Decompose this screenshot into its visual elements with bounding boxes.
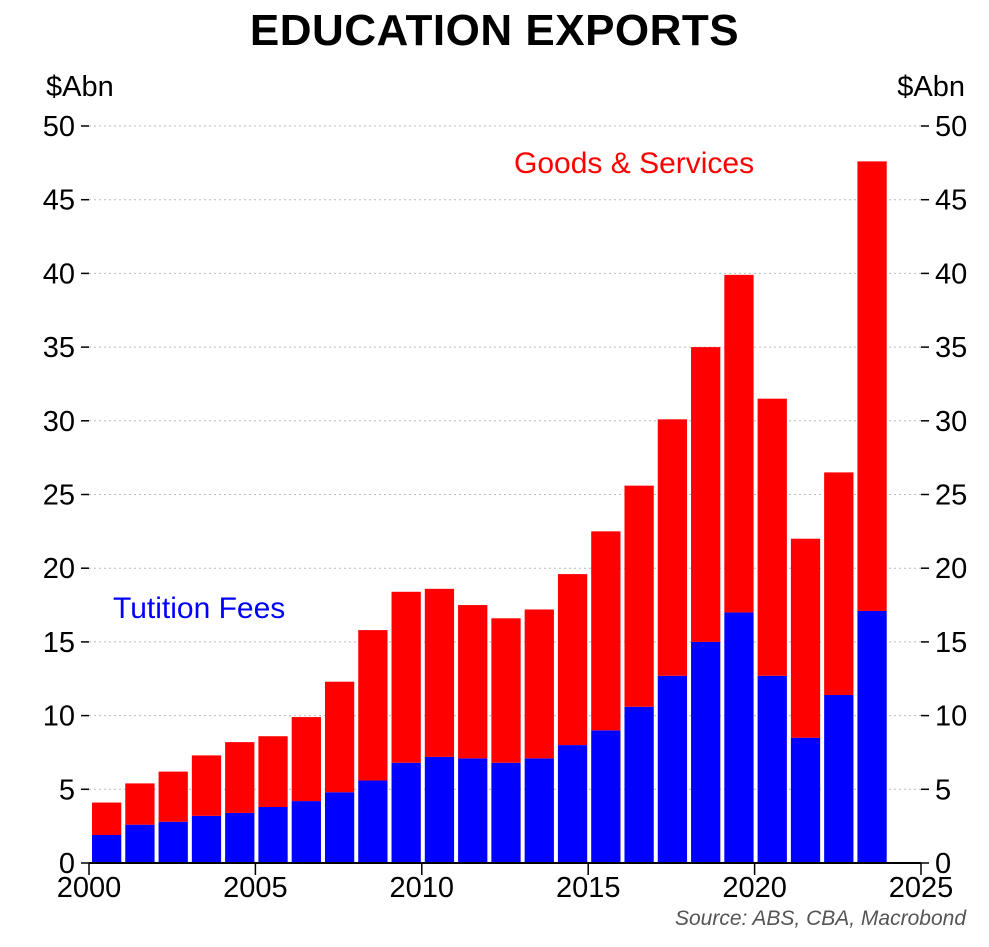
chart-title: EDUCATION EXPORTS bbox=[249, 6, 740, 55]
bar-goods-services bbox=[324, 681, 355, 793]
bar-tuition-fees bbox=[857, 610, 887, 863]
y-axis-unit-right: $Abn bbox=[897, 71, 965, 103]
y-tick-label-right: 10 bbox=[935, 701, 967, 733]
bar-goods-services bbox=[291, 717, 321, 802]
bar-goods-services bbox=[191, 755, 222, 816]
y-tick-label-left: 30 bbox=[43, 406, 75, 438]
y-tick-label-left: 20 bbox=[43, 553, 75, 585]
bar-tuition-fees bbox=[291, 801, 321, 863]
bar-goods-services bbox=[225, 742, 255, 813]
series-label-goods-services: Goods & Services bbox=[514, 147, 754, 180]
bar-tuition-fees bbox=[191, 815, 222, 863]
x-tick-label: 2005 bbox=[223, 872, 288, 904]
series-label-tuition-fees: Tutition Fees bbox=[113, 592, 285, 625]
y-tick-label-right: 35 bbox=[935, 332, 967, 364]
bar-tuition-fees bbox=[125, 824, 155, 863]
bar-tuition-fees bbox=[92, 834, 122, 863]
x-tick-label: 2010 bbox=[390, 872, 455, 904]
bar-goods-services bbox=[790, 538, 821, 738]
bar-tuition-fees bbox=[424, 756, 455, 863]
bar-goods-services bbox=[92, 802, 122, 835]
bar-goods-services bbox=[724, 274, 754, 613]
bar-goods-services bbox=[158, 771, 188, 822]
y-tick-label-left: 10 bbox=[43, 701, 75, 733]
bar-tuition-fees bbox=[657, 675, 688, 863]
y-tick-label-left: 15 bbox=[43, 627, 75, 659]
bar-goods-services bbox=[424, 588, 455, 757]
bar-tuition-fees bbox=[524, 758, 554, 863]
y-tick-label-right: 0 bbox=[935, 848, 951, 880]
bar-goods-services bbox=[591, 531, 621, 731]
bar-tuition-fees bbox=[158, 821, 188, 863]
bar-goods-services bbox=[491, 618, 521, 763]
y-tick-label-right: 50 bbox=[935, 111, 967, 143]
y-tick-label-right: 5 bbox=[935, 774, 951, 806]
bar-goods-services bbox=[657, 419, 688, 676]
bar-tuition-fees bbox=[557, 745, 588, 863]
bar-tuition-fees bbox=[691, 641, 721, 863]
bar-tuition-fees bbox=[624, 706, 654, 863]
bars bbox=[92, 161, 887, 863]
x-tick-label: 2025 bbox=[889, 872, 954, 904]
bar-goods-services bbox=[524, 609, 554, 759]
y-tick-label-left: 25 bbox=[43, 480, 75, 512]
y-tick-label-right: 15 bbox=[935, 627, 967, 659]
bar-tuition-fees bbox=[391, 762, 421, 863]
bar-tuition-fees bbox=[358, 780, 388, 863]
x-tick-label: 2000 bbox=[57, 872, 122, 904]
y-tick-label-left: 35 bbox=[43, 332, 75, 364]
bar-goods-services bbox=[624, 485, 654, 707]
axes bbox=[81, 125, 929, 875]
bar-goods-services bbox=[757, 398, 787, 676]
y-tick-label-right: 25 bbox=[935, 480, 967, 512]
bar-tuition-fees bbox=[458, 758, 488, 863]
x-tick-label: 2020 bbox=[722, 872, 787, 904]
bar-tuition-fees bbox=[225, 812, 255, 863]
bar-tuition-fees bbox=[324, 792, 355, 863]
x-tick-label: 2015 bbox=[556, 872, 621, 904]
bar-goods-services bbox=[358, 630, 388, 781]
y-tick-label-left: 45 bbox=[43, 185, 75, 217]
bar-goods-services bbox=[691, 347, 721, 642]
bar-goods-services bbox=[824, 472, 854, 695]
y-tick-label-left: 50 bbox=[43, 111, 75, 143]
y-tick-label-right: 45 bbox=[935, 185, 967, 217]
y-tick-label-left: 40 bbox=[43, 258, 75, 290]
y-tick-label-right: 40 bbox=[935, 258, 967, 290]
bar-tuition-fees bbox=[790, 737, 821, 863]
bar-goods-services bbox=[391, 591, 421, 763]
bar-goods-services bbox=[857, 161, 887, 611]
y-tick-label-right: 20 bbox=[935, 553, 967, 585]
bar-tuition-fees bbox=[824, 694, 854, 863]
bar-tuition-fees bbox=[757, 675, 787, 863]
y-tick-label-left: 0 bbox=[59, 848, 75, 880]
bar-goods-services bbox=[557, 574, 588, 746]
y-tick-label-left: 5 bbox=[59, 774, 75, 806]
bar-tuition-fees bbox=[491, 762, 521, 863]
bar-tuition-fees bbox=[591, 730, 621, 863]
bar-goods-services bbox=[125, 783, 155, 825]
bar-goods-services bbox=[258, 736, 288, 807]
bar-tuition-fees bbox=[724, 612, 754, 863]
y-tick-label-right: 30 bbox=[935, 406, 967, 438]
bar-goods-services bbox=[458, 605, 488, 759]
source-note: Source: ABS, CBA, Macrobond bbox=[675, 907, 967, 930]
bar-tuition-fees bbox=[258, 806, 288, 863]
y-axis-unit-left: $Abn bbox=[46, 71, 114, 103]
